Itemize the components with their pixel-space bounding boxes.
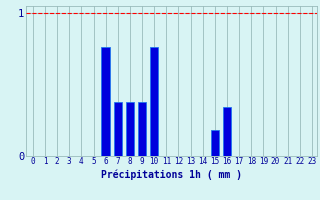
Bar: [138, 102, 146, 156]
Bar: [150, 47, 158, 156]
Bar: [114, 102, 122, 156]
Bar: [223, 107, 231, 156]
Bar: [211, 130, 219, 156]
Bar: [126, 102, 134, 156]
Bar: [101, 47, 110, 156]
X-axis label: Précipitations 1h ( mm ): Précipitations 1h ( mm ): [101, 169, 242, 180]
